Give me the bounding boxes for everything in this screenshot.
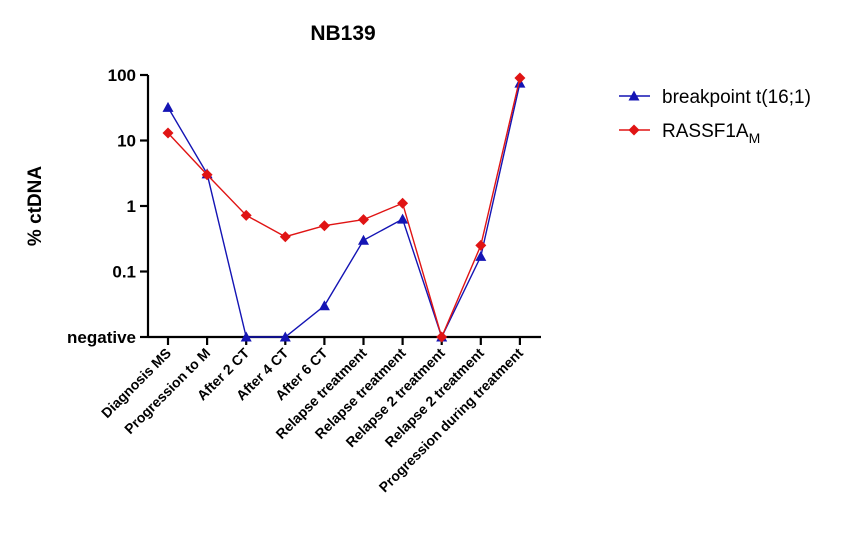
data-point-triangle — [240, 331, 252, 342]
legend-label: RASSF1AM — [662, 121, 760, 146]
data-point-diamond — [514, 72, 526, 84]
data-point-diamond — [475, 239, 487, 251]
legend-item: RASSF1AM — [619, 121, 760, 146]
data-point-diamond — [279, 231, 291, 243]
axes — [146, 75, 541, 339]
data-point-diamond — [240, 209, 252, 221]
legend-marker-diamond — [628, 124, 640, 136]
data-point-triangle — [162, 101, 174, 112]
series-line — [167, 83, 521, 339]
data-point-diamond — [397, 197, 409, 209]
chart-title: NB139 — [310, 22, 375, 45]
x-tick-label: Progression during treatment — [376, 345, 527, 496]
legend-label: breakpoint t(16;1) — [662, 87, 811, 108]
data-point-triangle — [318, 300, 330, 311]
data-point-triangle — [475, 250, 487, 261]
data-point-triangle — [279, 331, 291, 342]
data-point-diamond — [436, 331, 448, 343]
y-tick-label: 10 — [117, 132, 136, 151]
series-breakpoint — [162, 77, 526, 342]
y-tick-label: 1 — [127, 197, 136, 216]
series-rassf1a — [162, 72, 526, 343]
y-axis-label: % ctDNA — [25, 166, 46, 247]
y-ticks: negative 0.1 1 10 100 — [67, 66, 148, 347]
data-point-diamond — [358, 214, 369, 226]
y-tick-label: 100 — [108, 66, 136, 85]
legend-item: breakpoint t(16;1) — [619, 87, 811, 108]
legend: breakpoint t(16;1) RASSF1AM — [619, 87, 811, 146]
data-point-diamond — [201, 169, 213, 181]
y-tick-label: 0.1 — [112, 263, 136, 282]
data-point-diamond — [318, 220, 330, 232]
series-line — [167, 77, 521, 340]
y-tick-label: negative — [67, 328, 136, 347]
data-point-diamond — [162, 127, 174, 139]
legend-marker-triangle — [628, 90, 640, 101]
data-point-triangle — [397, 213, 409, 224]
plot-area — [162, 72, 526, 343]
data-point-triangle — [358, 234, 369, 245]
